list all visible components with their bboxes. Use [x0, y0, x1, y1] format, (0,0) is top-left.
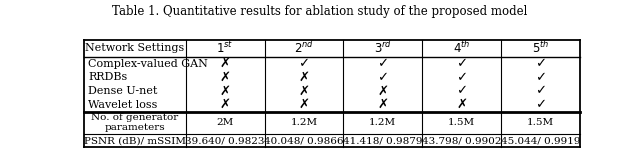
- Text: 43.798/ 0.9902: 43.798/ 0.9902: [422, 136, 501, 145]
- Text: ✓: ✓: [298, 57, 310, 70]
- Text: ✗: ✗: [220, 85, 230, 98]
- Text: ✗: ✗: [298, 98, 310, 111]
- Text: $3^{\mathit{rd}}$: $3^{\mathit{rd}}$: [374, 40, 392, 56]
- Text: $5^{\mathit{th}}$: $5^{\mathit{th}}$: [532, 40, 549, 56]
- Text: ✓: ✓: [377, 71, 388, 84]
- Text: Network Settings: Network Settings: [85, 43, 184, 53]
- Text: RRDBs: RRDBs: [88, 72, 127, 82]
- Text: ✓: ✓: [456, 57, 467, 70]
- Text: ✓: ✓: [456, 71, 467, 84]
- Text: ✓: ✓: [535, 85, 546, 98]
- Text: $4^{\mathit{th}}$: $4^{\mathit{th}}$: [453, 40, 470, 56]
- Text: No. of generator
parameters: No. of generator parameters: [91, 113, 179, 132]
- Text: $1^{\mathit{st}}$: $1^{\mathit{st}}$: [216, 41, 234, 56]
- Text: 45.044/ 0.9919: 45.044/ 0.9919: [500, 136, 580, 145]
- Text: ✓: ✓: [535, 57, 546, 70]
- Text: ✓: ✓: [535, 98, 546, 111]
- Text: 1.2M: 1.2M: [369, 118, 396, 127]
- Text: ✗: ✗: [220, 57, 230, 70]
- Text: ✓: ✓: [535, 71, 546, 84]
- Text: ✗: ✗: [298, 71, 310, 84]
- Text: $2^{\mathit{nd}}$: $2^{\mathit{nd}}$: [294, 40, 314, 56]
- Text: 40.048/ 0.9866: 40.048/ 0.9866: [264, 136, 344, 145]
- Text: 1.5M: 1.5M: [448, 118, 476, 127]
- Text: ✗: ✗: [220, 98, 230, 111]
- Text: 41.418/ 0.9879: 41.418/ 0.9879: [343, 136, 422, 145]
- Text: ✗: ✗: [220, 71, 230, 84]
- Text: Dense U-net: Dense U-net: [88, 86, 157, 96]
- Text: Wavelet loss: Wavelet loss: [88, 100, 157, 110]
- Text: 2M: 2M: [216, 118, 234, 127]
- Text: 39.640/ 0.9823: 39.640/ 0.9823: [186, 136, 265, 145]
- Text: ✓: ✓: [377, 57, 388, 70]
- Text: Complex-valued GAN: Complex-valued GAN: [88, 59, 208, 69]
- Text: 1.5M: 1.5M: [527, 118, 554, 127]
- Text: PSNR (dB)/ mSSIM: PSNR (dB)/ mSSIM: [84, 136, 186, 145]
- Text: ✗: ✗: [456, 98, 467, 111]
- Text: Table 1. Quantitative results for ablation study of the proposed model: Table 1. Quantitative results for ablati…: [112, 5, 528, 18]
- Text: 1.2M: 1.2M: [291, 118, 317, 127]
- Text: ✗: ✗: [377, 98, 388, 111]
- Text: ✗: ✗: [298, 85, 310, 98]
- Text: ✗: ✗: [377, 85, 388, 98]
- Text: ✓: ✓: [456, 85, 467, 98]
